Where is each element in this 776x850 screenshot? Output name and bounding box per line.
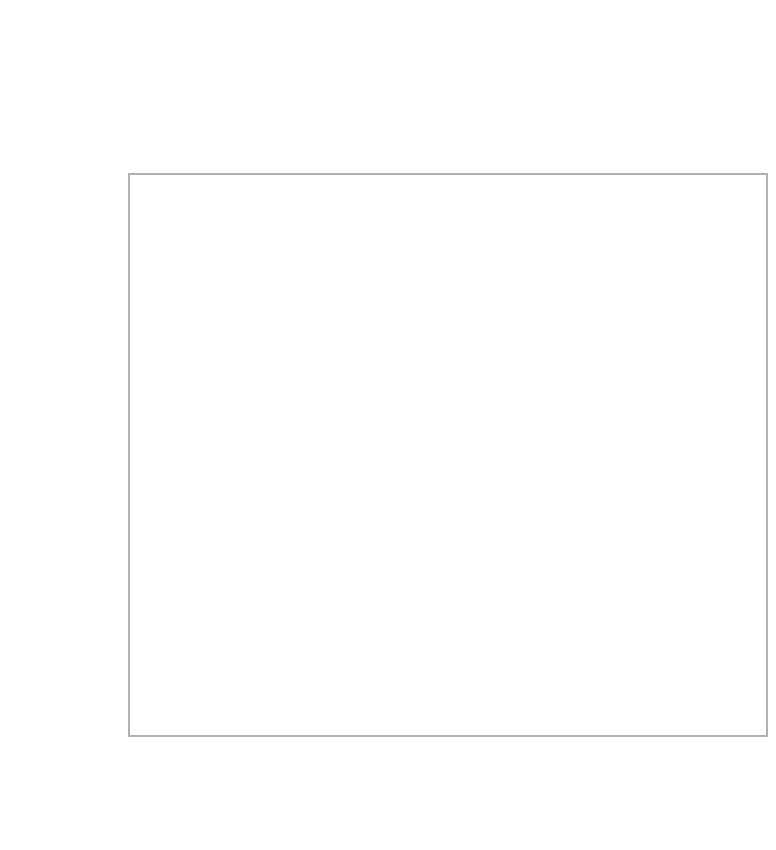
chart-layer — [0, 0, 776, 850]
